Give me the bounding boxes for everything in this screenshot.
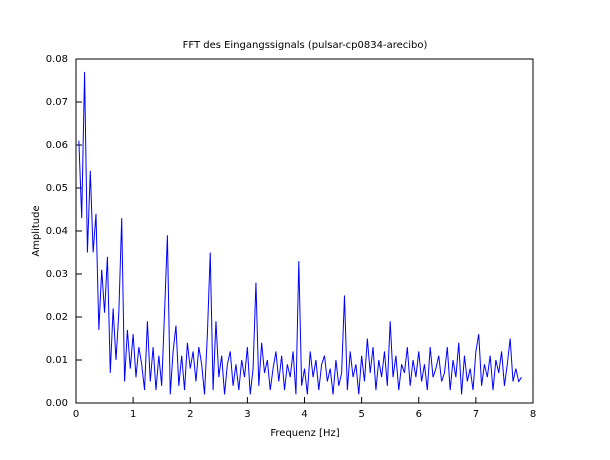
y-tick-label: 0.08 <box>46 54 68 65</box>
x-axis-label: Frequenz [Hz] <box>270 428 339 439</box>
x-tick-label: 7 <box>473 409 479 420</box>
x-tick-label: 8 <box>530 409 536 420</box>
y-tick-label: 0.05 <box>46 183 68 194</box>
x-tick-label: 4 <box>301 409 307 420</box>
x-tick-label: 2 <box>187 409 193 420</box>
x-tick-label: 3 <box>244 409 250 420</box>
y-tick-label: 0.07 <box>46 97 68 108</box>
y-tick-label: 0.00 <box>46 398 68 409</box>
y-tick-label: 0.02 <box>46 312 68 323</box>
y-tick-label: 0.04 <box>46 226 68 237</box>
y-tick-label: 0.03 <box>46 269 68 280</box>
x-tick-label: 0 <box>73 409 79 420</box>
chart-title: FFT des Eingangssignals (pulsar-cp0834-a… <box>183 40 428 51</box>
y-axis-label: Amplitude <box>31 205 42 256</box>
x-tick-label: 1 <box>130 409 136 420</box>
data-line <box>78 71 522 395</box>
x-tick-label: 6 <box>416 409 422 420</box>
y-tick-label: 0.01 <box>46 355 68 366</box>
x-tick-label: 5 <box>358 409 364 420</box>
y-tick-label: 0.06 <box>46 140 68 151</box>
